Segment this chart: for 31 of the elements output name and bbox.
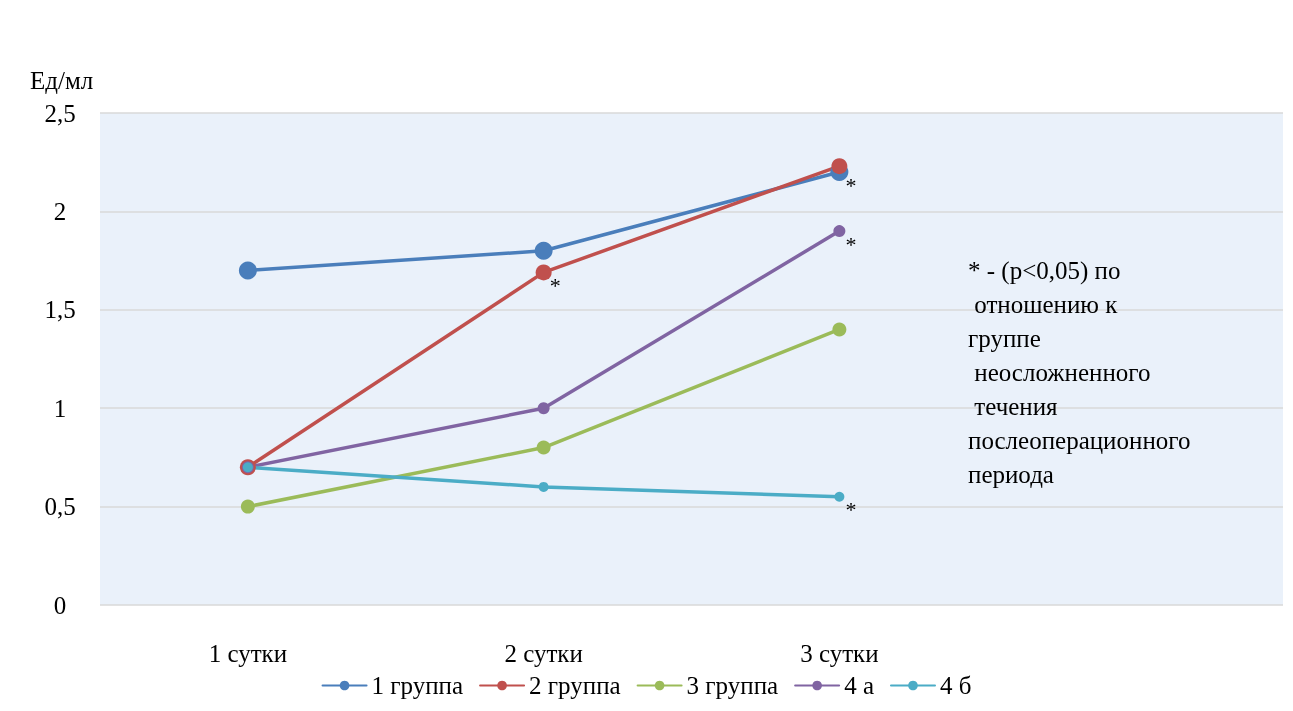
legend-label: 1 группа [371,672,464,699]
point [832,322,847,337]
x-tick-label: 2 сутки [504,640,583,667]
y-tick-label: 1 [53,394,67,422]
point [534,241,553,260]
legend-label: 3 группа [686,672,779,699]
legend-label: 4 б [939,672,972,699]
annotation: * [845,231,857,257]
point [833,225,846,238]
point [240,499,255,514]
point [537,402,550,415]
point [831,158,848,175]
annotation: * - (p<0,05) по отношению к группе неосложненного течения послеоперационного периода [968,256,1191,488]
point [536,440,551,455]
y-axis-title: Ед/мл [30,67,94,94]
point [834,491,845,502]
annotation: * [845,172,857,198]
y-tick-label: 1,5 [44,296,76,324]
legend-label: 2 группа [529,672,621,699]
y-tick-label: 2,5 [44,99,76,127]
legend-label: 4 а [844,672,874,699]
y-tick-label: 2 [53,197,67,225]
y-tick-label: 0,5 [44,493,76,521]
point [535,264,552,281]
point [238,261,257,280]
x-tick-label: 1 сутки [208,640,288,667]
x-tick-label: 3 сутки [800,640,879,667]
annotation: * [549,272,561,298]
point [538,481,549,492]
y-tick-label: 0 [53,591,67,619]
annotation: * [845,497,857,523]
